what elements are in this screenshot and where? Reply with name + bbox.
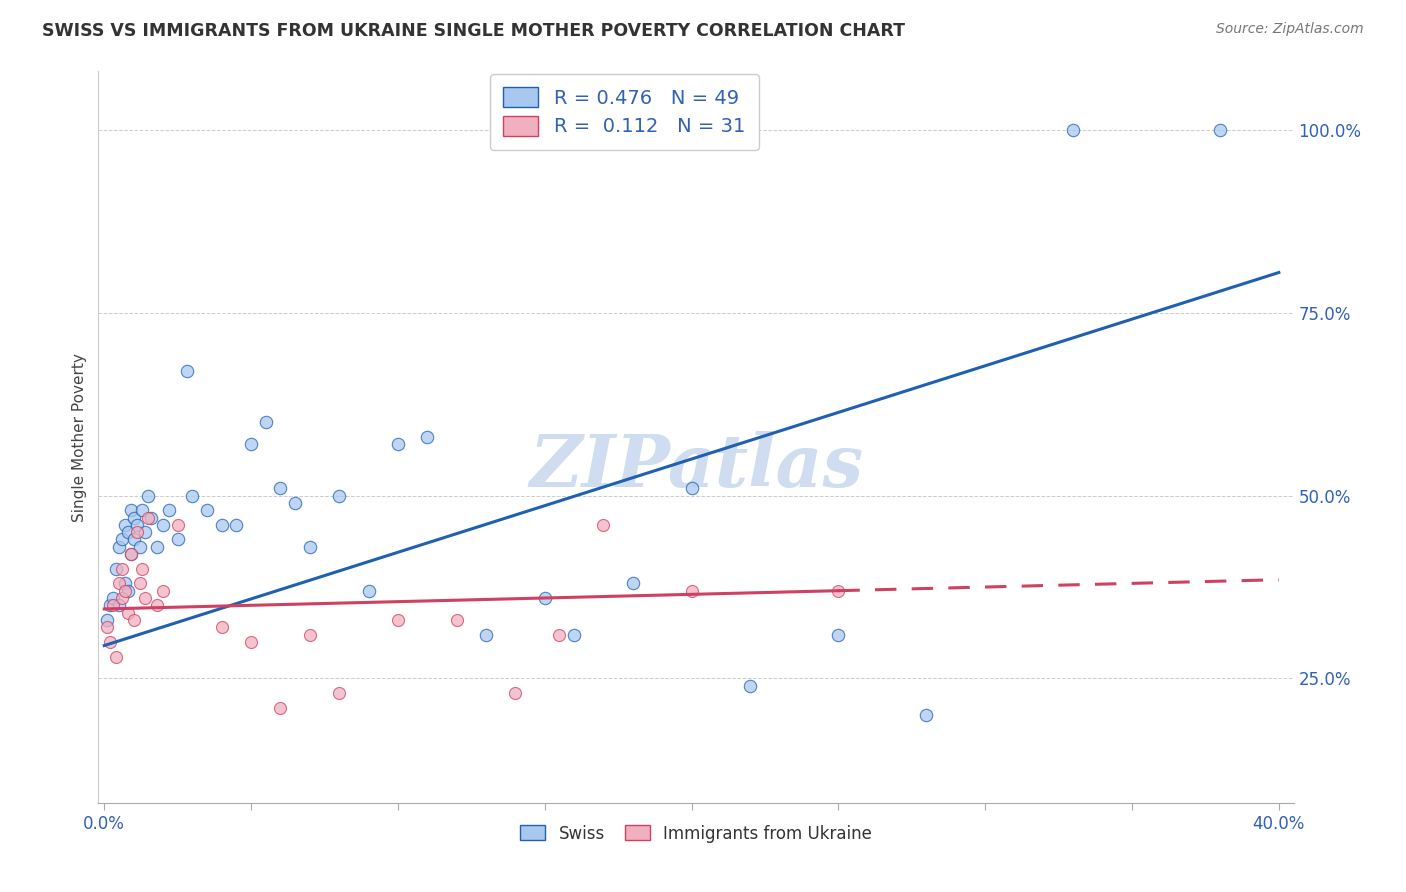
Point: [211, 517, 233, 532]
Point: [108, 599, 131, 613]
Legend: Swiss, Immigrants from Ukraine: Swiss, Immigrants from Ukraine: [513, 818, 879, 849]
Point: [96, 613, 118, 627]
Point: [181, 489, 204, 503]
Point: [105, 562, 128, 576]
Point: [128, 576, 150, 591]
Point: [114, 576, 136, 591]
Point: [131, 562, 153, 576]
Point: [98, 599, 121, 613]
Point: [1062, 123, 1084, 137]
Point: [562, 627, 585, 641]
Text: SWISS VS IMMIGRANTS FROM UKRAINE SINGLE MOTHER POVERTY CORRELATION CHART: SWISS VS IMMIGRANTS FROM UKRAINE SINGLE …: [42, 22, 905, 40]
Point: [122, 613, 145, 627]
Point: [117, 525, 139, 540]
Point: [681, 583, 703, 598]
Point: [157, 503, 180, 517]
Point: [134, 525, 156, 540]
Point: [146, 599, 169, 613]
Point: [240, 437, 263, 451]
Point: [681, 481, 703, 495]
Point: [621, 576, 644, 591]
Point: [108, 540, 131, 554]
Point: [254, 416, 277, 430]
Point: [122, 510, 145, 524]
Point: [195, 503, 218, 517]
Point: [131, 503, 153, 517]
Point: [125, 525, 148, 540]
Point: [101, 599, 124, 613]
Point: [117, 583, 139, 598]
Point: [505, 686, 527, 700]
Point: [446, 613, 468, 627]
Point: [592, 517, 614, 532]
Point: [475, 627, 498, 641]
Point: [138, 510, 160, 524]
Y-axis label: Single Mother Poverty: Single Mother Poverty: [72, 352, 87, 522]
Text: Source: ZipAtlas.com: Source: ZipAtlas.com: [1216, 22, 1364, 37]
Point: [298, 540, 321, 554]
Point: [120, 547, 142, 561]
Text: ZIPatlas: ZIPatlas: [529, 431, 863, 502]
Point: [141, 510, 163, 524]
Point: [114, 583, 136, 598]
Point: [416, 430, 439, 444]
Point: [269, 700, 291, 714]
Point: [134, 591, 156, 605]
Point: [152, 517, 174, 532]
Point: [740, 679, 762, 693]
Point: [298, 627, 321, 641]
Point: [98, 635, 121, 649]
Point: [111, 533, 134, 547]
Point: [117, 606, 139, 620]
Point: [387, 437, 409, 451]
Point: [101, 591, 124, 605]
Point: [548, 627, 571, 641]
Point: [240, 635, 263, 649]
Point: [138, 489, 160, 503]
Point: [328, 489, 350, 503]
Point: [120, 503, 142, 517]
Point: [105, 649, 128, 664]
Point: [915, 708, 938, 723]
Point: [96, 620, 118, 634]
Point: [120, 547, 142, 561]
Point: [1209, 123, 1232, 137]
Point: [387, 613, 409, 627]
Point: [166, 517, 188, 532]
Point: [827, 627, 849, 641]
Point: [108, 576, 131, 591]
Point: [328, 686, 350, 700]
Point: [284, 496, 307, 510]
Point: [125, 517, 148, 532]
Point: [225, 517, 247, 532]
Point: [269, 481, 291, 495]
Point: [152, 583, 174, 598]
Point: [111, 562, 134, 576]
Point: [211, 620, 233, 634]
Point: [146, 540, 169, 554]
Point: [122, 533, 145, 547]
Point: [114, 517, 136, 532]
Point: [111, 591, 134, 605]
Point: [128, 540, 150, 554]
Point: [357, 583, 380, 598]
Point: [166, 533, 188, 547]
Point: [176, 364, 198, 378]
Point: [533, 591, 555, 605]
Point: [827, 583, 849, 598]
